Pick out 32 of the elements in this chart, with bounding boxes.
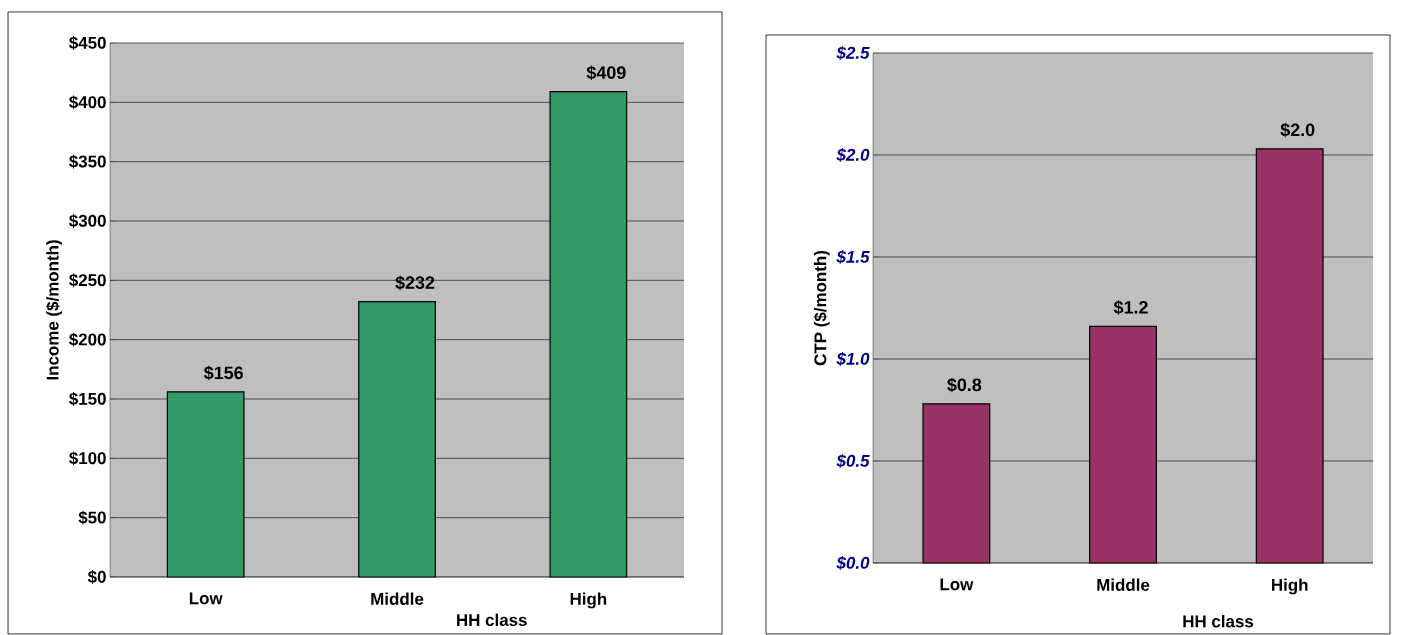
y-tick-label: $350 xyxy=(69,154,106,169)
data-label: $0.8 xyxy=(947,377,982,393)
y-tick-label: $2.5 xyxy=(836,46,870,60)
y-tick-label: $300 xyxy=(69,214,106,228)
y-tick-label: $400 xyxy=(69,95,106,110)
data-label: $232 xyxy=(395,275,435,291)
x-tick-label: Middle xyxy=(371,592,424,605)
x-axis-title: HH class xyxy=(457,613,527,627)
y-axis-title: Income ($/month) xyxy=(45,240,62,380)
x-tick-label: Low xyxy=(189,592,223,605)
y-tick-label: $50 xyxy=(78,510,106,525)
x-tick-label: Middle xyxy=(1097,578,1150,591)
y-tick-label: $100 xyxy=(69,451,106,466)
y-tick-label: $0.5 xyxy=(836,454,870,468)
y-tick-label: $0 xyxy=(87,570,106,584)
y-tick-label: $2.0 xyxy=(836,148,870,162)
data-label: $409 xyxy=(586,65,626,81)
y-axis-title: CTP ($/month) xyxy=(813,250,830,366)
y-tick-label: $450 xyxy=(69,36,106,50)
data-label: $2.0 xyxy=(1280,122,1315,138)
x-tick-label: High xyxy=(570,592,607,609)
x-tick-label: Low xyxy=(940,578,974,591)
y-tick-label: $1.0 xyxy=(836,352,870,366)
y-tick-label: $0.0 xyxy=(836,556,870,570)
y-tick-label: $1.5 xyxy=(836,250,870,264)
y-tick-label: $250 xyxy=(69,273,106,288)
y-tick-label: $200 xyxy=(69,332,106,347)
data-label: $156 xyxy=(203,365,243,381)
y-tick-label: $150 xyxy=(69,392,106,406)
data-label: $1.2 xyxy=(1113,300,1148,315)
x-tick-label: High xyxy=(1272,578,1308,595)
x-axis-title: HH class xyxy=(1183,614,1254,628)
